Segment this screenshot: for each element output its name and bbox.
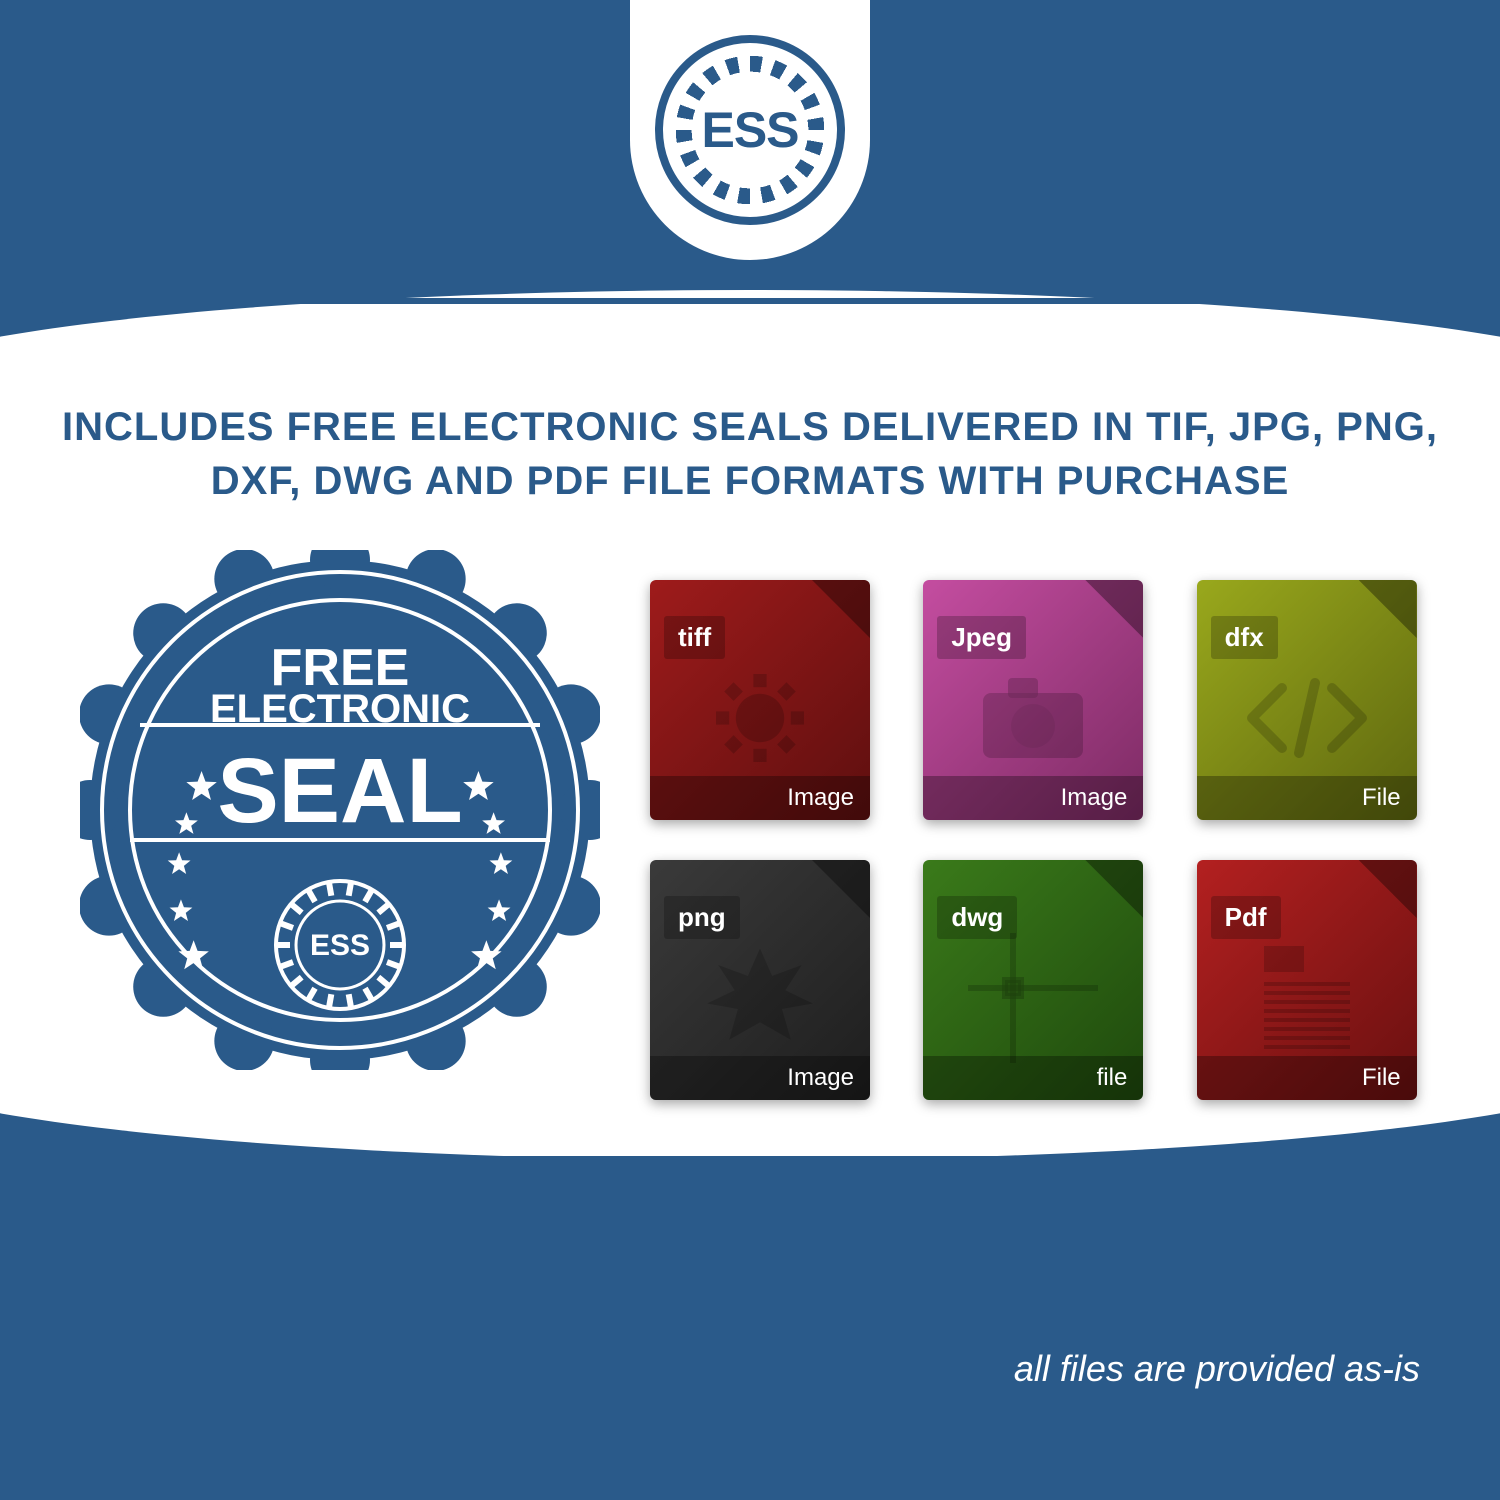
seal-line3: SEAL <box>217 740 462 842</box>
document-icon <box>1197 940 1417 1056</box>
file-icon-pdf: Pdf File <box>1197 860 1417 1100</box>
starburst-icon <box>650 940 870 1056</box>
free-electronic-seal-badge: FREE ELECTRONIC SEAL ESS <box>80 550 600 1070</box>
file-icon-dwg: dwg file <box>923 860 1143 1100</box>
page-fold-icon <box>1085 860 1143 918</box>
file-type-label: File <box>1197 776 1417 820</box>
file-type-label: Image <box>650 776 870 820</box>
grid-icon <box>923 940 1143 1056</box>
file-type-label: Image <box>650 1056 870 1100</box>
camera-icon <box>923 660 1143 776</box>
file-icon-dfx: dfx File <box>1197 580 1417 820</box>
gear-icon: ESS <box>675 55 825 205</box>
file-icon-tiff: tiff Image <box>650 580 870 820</box>
band-accent-top <box>0 298 1500 358</box>
file-type-label: Image <box>923 776 1143 820</box>
file-type-label: File <box>1197 1056 1417 1100</box>
ess-logo-shield: ESS <box>630 0 870 260</box>
file-format-grid: tiff Image Jpeg Image dfx File png Image… <box>650 580 1430 1100</box>
footnote-text: all files are provided as-is <box>1014 1348 1420 1390</box>
file-icon-jpeg: Jpeg Image <box>923 580 1143 820</box>
ess-logo-ring: ESS <box>655 35 845 225</box>
page-fold-icon <box>812 580 870 638</box>
file-ext-label: png <box>664 896 740 939</box>
seal-inner-ess: ESS <box>310 929 370 962</box>
seal-line2: ELECTRONIC <box>210 687 470 731</box>
code-icon <box>1197 660 1417 776</box>
gear-icon <box>650 660 870 776</box>
page-fold-icon <box>812 860 870 918</box>
page-fold-icon <box>1085 580 1143 638</box>
page-fold-icon <box>1359 580 1417 638</box>
ess-logo-text: ESS <box>701 101 798 159</box>
file-ext-label: tiff <box>664 616 725 659</box>
file-icon-png: png Image <box>650 860 870 1100</box>
file-type-label: file <box>923 1056 1143 1100</box>
file-ext-label: dfx <box>1211 616 1278 659</box>
infographic-root: ESS INCLUDES FREE ELECTRONIC SEALS DELIV… <box>0 0 1500 1500</box>
band-accent-bottom <box>0 1102 1500 1162</box>
headline-text: INCLUDES FREE ELECTRONIC SEALS DELIVERED… <box>60 400 1440 508</box>
file-ext-label: Jpeg <box>937 616 1026 659</box>
page-fold-icon <box>1359 860 1417 918</box>
file-ext-label: Pdf <box>1211 896 1281 939</box>
